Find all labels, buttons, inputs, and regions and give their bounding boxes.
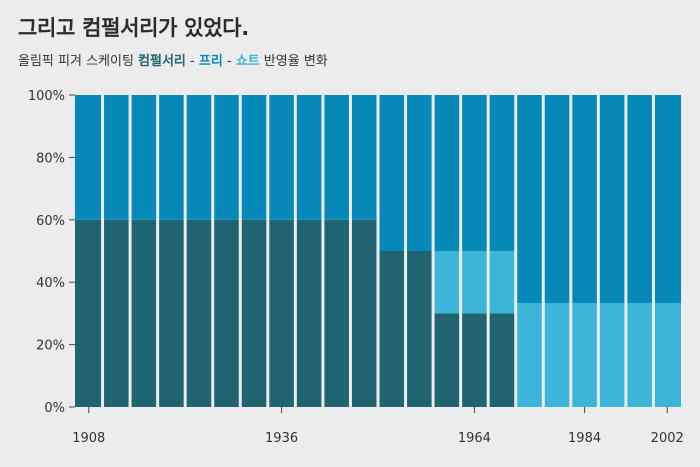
bar-compulsory-4 [185,219,213,407]
bar-compulsory-5 [212,219,241,407]
subtitle-prefix: 올림픽 피겨 스케이팅 [18,54,139,69]
bar-free-0 [75,95,103,220]
bar-compulsory-2 [130,219,158,407]
bar-compulsory-9 [322,219,351,407]
bar-free-5 [212,95,241,220]
y-axis: 0% 20% 40% 60% 80% 100% [28,89,75,416]
y-tick-label: 80% [36,151,65,166]
chart-subtitle: 올림픽 피겨 스케이팅 컴펄서리 - 프리 - 쇼트 반영율 변화 [18,50,328,69]
x-tick-label: 2002 [651,431,684,446]
plot-area [75,95,681,407]
bar-compulsory-10 [350,219,378,407]
bar-free-17 [543,95,571,304]
subtitle-sep2: - [222,54,236,69]
bar-compulsory-3 [157,219,186,407]
chart-title: 그리고 컴펄서리가 있었다. [18,16,249,40]
bar-short-21 [653,303,681,407]
bar-compulsory-6 [240,219,268,407]
subtitle-compulsory: 컴펄서리 [138,54,186,69]
bar-free-2 [130,95,158,220]
bar-short-15 [488,251,516,314]
bar-compulsory-7 [267,219,296,407]
bar-free-8 [295,95,323,220]
bar-compulsory-1 [102,219,131,407]
bar-short-19 [598,303,626,407]
subtitle-suffix: 반영율 변화 [259,54,328,69]
x-tick-label: 1964 [458,431,491,446]
bar-short-13 [433,251,461,314]
bar-free-19 [598,95,626,304]
bar-compulsory-13 [433,313,461,407]
bar-free-13 [433,95,461,251]
x-tick-label: 1984 [568,431,601,446]
bar-compulsory-11 [378,251,406,407]
bar-compulsory-12 [405,251,434,407]
bar-short-16 [515,303,544,407]
bar-free-10 [350,95,378,220]
bar-compulsory-14 [460,313,489,407]
bar-free-20 [625,95,654,304]
y-tick-label: 0% [44,401,65,416]
bar-free-12 [405,95,434,251]
bar-free-15 [488,95,516,251]
bar-short-17 [543,303,571,407]
bar-short-20 [625,303,654,407]
y-tick-label: 40% [36,276,65,291]
subtitle-free: 프리 [198,54,223,69]
bar-free-16 [515,95,544,304]
bar-free-4 [185,95,213,220]
bar-compulsory-0 [75,219,103,407]
x-tick-label: 1936 [265,431,298,446]
bar-free-9 [322,95,351,220]
bar-free-14 [460,95,489,251]
bar-free-11 [378,95,406,251]
y-tick-label: 60% [36,214,65,229]
bar-free-6 [240,95,268,220]
bar-free-1 [102,95,131,220]
bar-compulsory-8 [295,219,323,407]
bar-free-3 [157,95,186,220]
y-tick-label: 100% [28,89,65,104]
y-tick-label: 20% [36,339,65,354]
bar-free-21 [653,95,681,304]
subtitle-sep1: - [185,54,199,69]
bar-free-7 [267,95,296,220]
x-axis: 1908 1936 1964 1984 2002 [72,407,684,446]
bar-short-14 [460,251,489,314]
bar-short-18 [570,303,599,407]
subtitle-short: 쇼트 [235,54,260,69]
bar-free-18 [570,95,599,304]
x-tick-label: 1908 [72,431,105,446]
bar-compulsory-15 [488,313,516,407]
